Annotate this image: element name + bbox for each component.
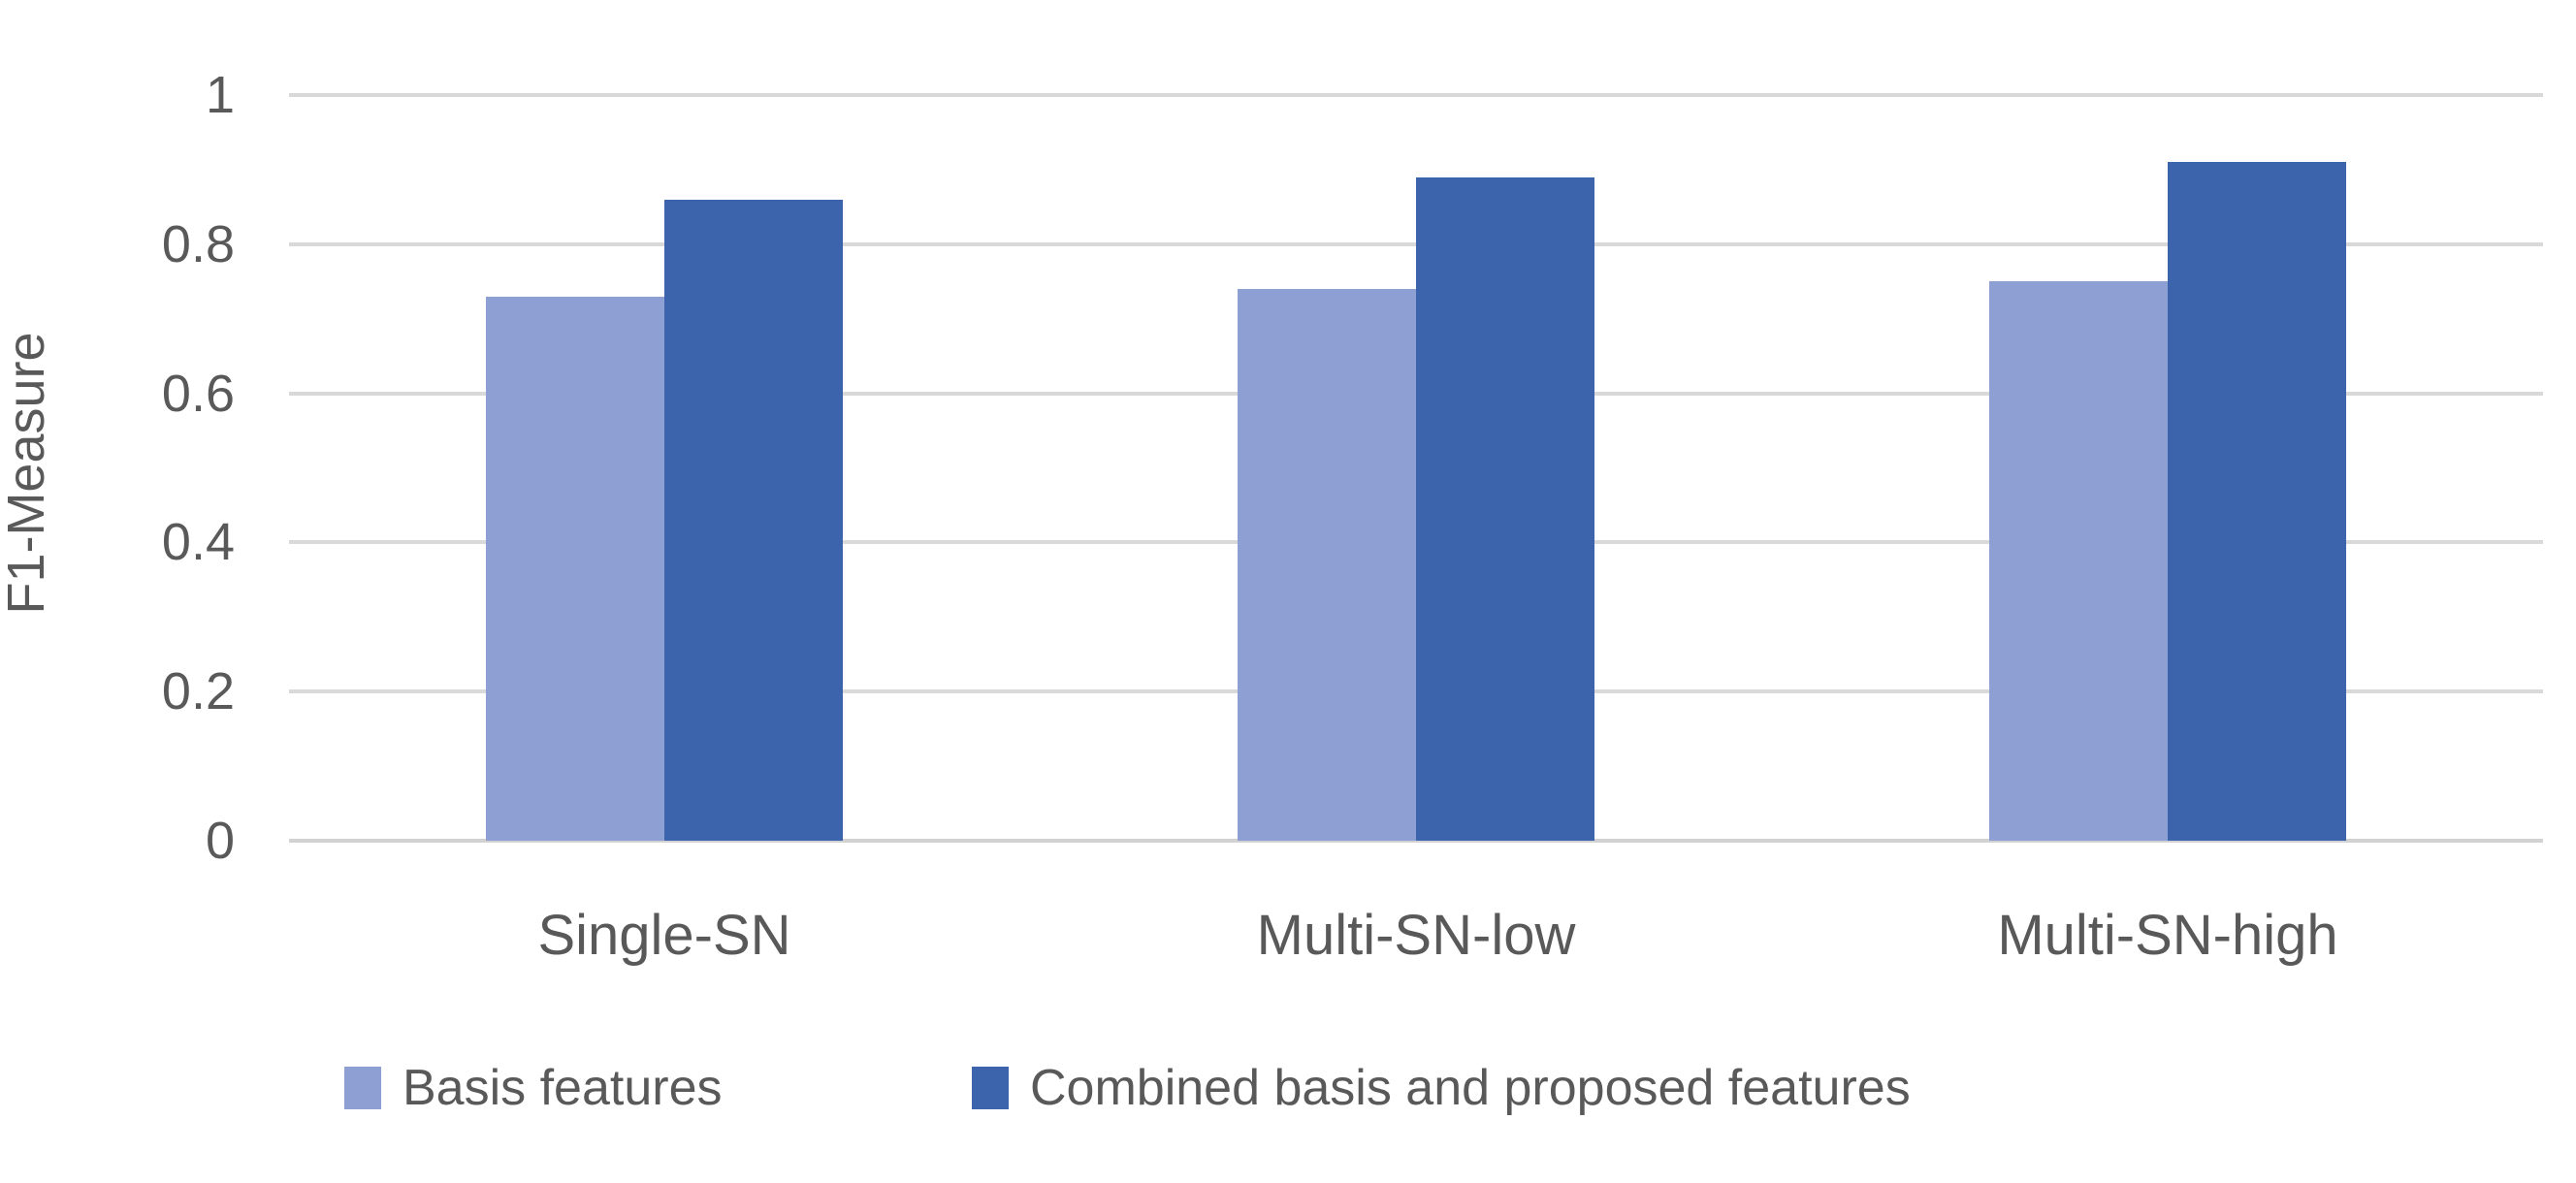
legend-label: Combined basis and proposed features [1030, 1060, 1911, 1116]
y-tick-label: 0.6 [161, 364, 235, 423]
y-tick-label: 0.4 [161, 513, 235, 572]
gridline [289, 93, 2543, 97]
x-category-label: Multi-SN-low [1256, 904, 1576, 967]
x-category-label: Single-SN [537, 904, 791, 967]
x-category-label: Multi-SN-high [1997, 904, 2338, 967]
y-tick-label: 0.2 [161, 662, 235, 721]
legend-swatch-icon [344, 1067, 381, 1109]
plot-area [289, 93, 2543, 843]
bar-Single-SN-series-1 [486, 297, 664, 841]
y-tick-label: 0.8 [161, 214, 235, 273]
y-axis-title: F1-Measure [0, 332, 55, 615]
legend: Basis features Combined basis and propose… [0, 1055, 2576, 1133]
bar-Multi-SN-low-series-2 [1416, 177, 1594, 841]
bar-Multi-SN-low-series-1 [1238, 289, 1416, 841]
y-tick-label: 1 [205, 66, 235, 124]
bar-Multi-SN-high-series-2 [2168, 162, 2346, 841]
x-axis-line [289, 839, 2543, 843]
legend-item: Combined basis and proposed features [972, 1055, 1911, 1121]
y-tick-label: 0 [205, 812, 235, 870]
bar-Multi-SN-high-series-1 [1989, 281, 2168, 841]
legend-label: Basis features [402, 1060, 723, 1116]
legend-item: Basis features [344, 1055, 723, 1121]
legend-swatch-icon [972, 1067, 1009, 1109]
bar-Single-SN-series-2 [664, 200, 843, 841]
